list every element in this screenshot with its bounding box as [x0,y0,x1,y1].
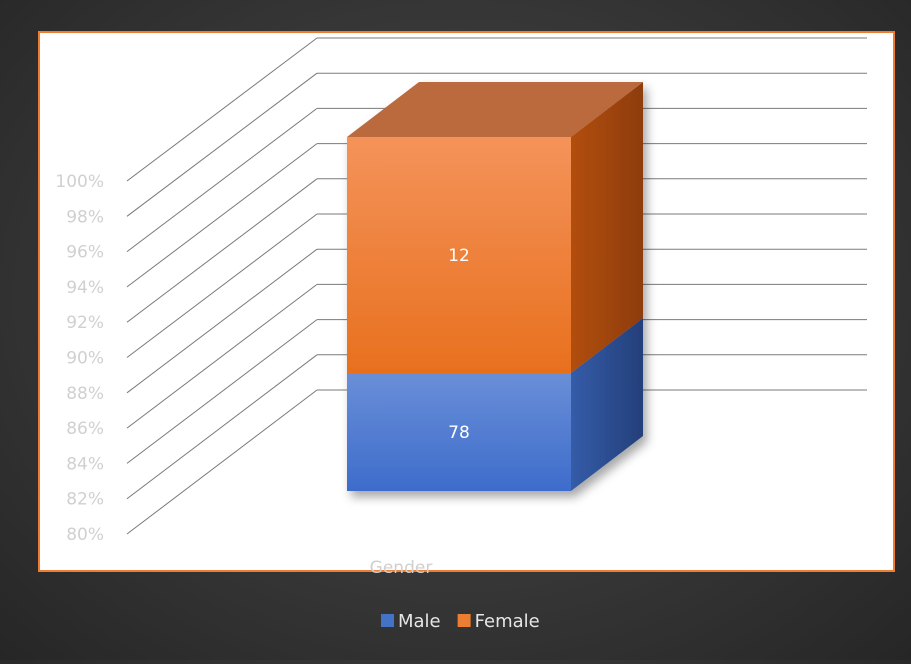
legend-item-male: Male [381,611,441,632]
bar-top [347,82,643,137]
data-label-male: 78 [448,423,470,443]
y-tick-label: 84% [66,454,104,474]
legend-item-female: Female [457,611,540,632]
y-tick-label: 86% [66,419,104,439]
bar-segment-male [347,318,643,491]
bar-side [571,82,643,373]
y-tick-label: 82% [66,490,104,510]
data-label-female: 12 [448,246,470,266]
bar-front [347,373,571,491]
y-tick-label: 88% [66,384,104,404]
bar-segment-female [347,82,643,373]
y-tick-label: 94% [66,278,104,298]
y-tick-label: 92% [66,313,104,333]
bar-front [347,137,571,373]
legend-swatch [381,614,394,627]
data-labels: 78 12 [448,246,470,443]
y-tick-label: 80% [66,525,104,545]
y-axis-ticks: 80% 82% 84% 86% 88% 90% 92% 94% 96% 98% 100% [55,172,104,545]
bar-side [571,318,643,491]
legend-label: Female [475,611,540,632]
y-tick-label: 90% [66,349,104,369]
gridline [126,37,867,182]
legend: Male Female [381,611,540,632]
y-tick-label: 96% [66,243,104,263]
bars [347,82,643,491]
y-tick-label: 98% [66,207,104,227]
x-axis-title: Gender [370,558,433,578]
legend-label: Male [398,611,441,632]
gridline [126,72,867,217]
legend-swatch [457,614,471,627]
y-tick-label: 100% [55,172,104,192]
